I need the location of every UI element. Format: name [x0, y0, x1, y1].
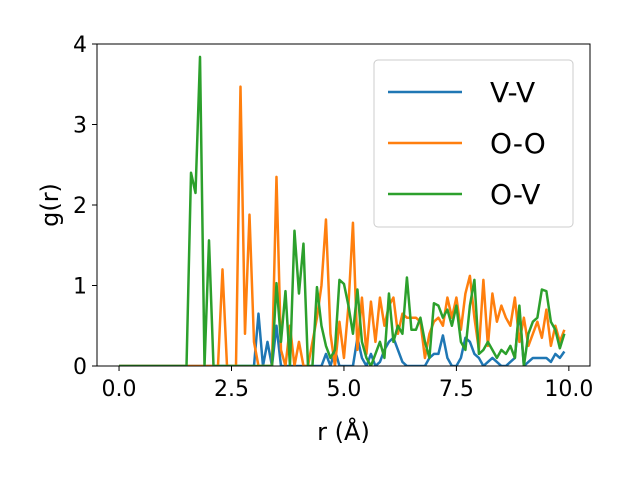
- x-tick-label: 5.0: [326, 377, 361, 402]
- y-tick-label: 3: [73, 114, 87, 139]
- data-line: [119, 308, 566, 366]
- legend-label: V-V: [490, 76, 535, 109]
- y-axis-label: g(r): [36, 183, 64, 227]
- x-tick-label: 10.0: [544, 377, 593, 402]
- x-tick-label: 2.5: [214, 377, 249, 402]
- x-tick-label: 0.0: [102, 377, 137, 402]
- legend-box: [373, 59, 574, 228]
- y-tick-label: 4: [73, 33, 87, 58]
- x-axis-label: r (Å): [317, 417, 370, 446]
- y-tick-label: 2: [73, 194, 87, 219]
- plot-area: [119, 55, 566, 366]
- x-tick-label: 7.5: [439, 377, 474, 402]
- legend-label: O-O: [490, 127, 546, 160]
- data-line: [119, 85, 566, 366]
- y-tick-label: 1: [73, 275, 87, 300]
- y-tick-label: 0: [73, 355, 87, 380]
- data-line: [119, 55, 566, 366]
- legend-label: O-V: [490, 178, 540, 211]
